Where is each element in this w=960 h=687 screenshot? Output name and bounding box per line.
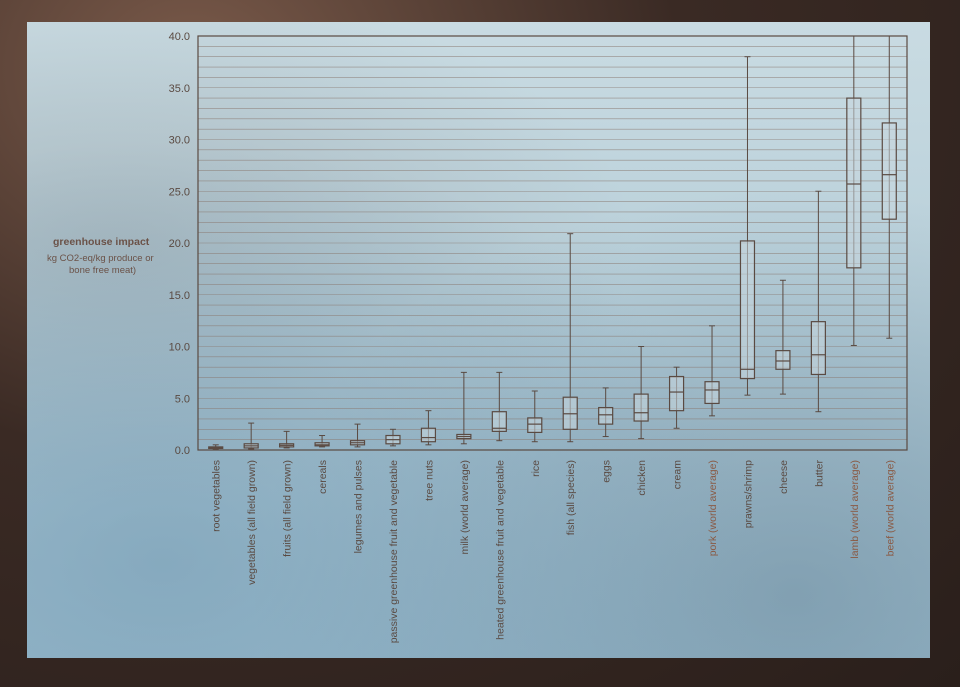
box-iqr: [668, 375, 685, 412]
box-iqr: [633, 393, 649, 422]
box-vegetables-all-field-grown-: [243, 422, 259, 450]
x-tick-label: chicken: [636, 460, 648, 496]
x-tick-label: passive greenhouse fruit and vegetable: [388, 460, 400, 643]
box-prawns-shrimp: [739, 56, 756, 396]
y-tick-label: 20.0: [169, 238, 190, 250]
x-axis-labels: root vegetables vegetables (all field gro…: [211, 460, 897, 644]
box-lamb-world-average-: [846, 35, 862, 346]
x-tick-label: butter: [813, 460, 825, 487]
y-axis-ticks: 0.0 5.0 10.0 15.0 20.0 25.0 30.0 35.0 40.0: [169, 31, 190, 457]
box-iqr: [846, 97, 862, 269]
x-tick-label: milk (world average): [459, 460, 471, 555]
x-tick-label: prawns/shrimp: [742, 460, 754, 528]
box-legumes-and-pulses: [349, 423, 366, 448]
box-butter: [810, 190, 826, 413]
y-tick-label: 35.0: [169, 83, 190, 95]
box-heated-greenhouse-fruit-and-vegetable: [491, 371, 507, 442]
box-chicken: [633, 346, 649, 440]
plot-frame: [197, 35, 908, 451]
x-tick-label: pork (world average): [707, 460, 719, 556]
x-tick-label: rice: [530, 460, 542, 477]
box-iqr: [704, 381, 720, 405]
box-cream: [668, 366, 685, 429]
box-iqr: [598, 406, 614, 425]
box-iqr: [527, 417, 543, 434]
box-root-vegetables: [208, 444, 224, 450]
x-tick-label: fruits (all field grown): [282, 460, 294, 557]
chart-panel: [27, 22, 930, 658]
box-milk-world-average-: [456, 371, 472, 445]
box-pork-world-average-: [704, 325, 720, 417]
y-tick-label: 15.0: [169, 290, 190, 302]
x-tick-label: vegetables (all field grown): [246, 460, 258, 585]
x-tick-label: beef (world average): [884, 460, 896, 556]
box-beef-world-average-: [881, 35, 897, 339]
box-rice: [527, 390, 543, 443]
box-cereals: [314, 435, 330, 448]
y-axis-label: greenhouse impact kg CO2-eq/kg produce o…: [47, 236, 154, 276]
x-tick-label: fish (all species): [565, 460, 577, 535]
y-axis-label-line-2: kg CO2-eq/kg produce or: [47, 253, 154, 264]
x-tick-label: eggs: [601, 460, 613, 483]
box-passive-greenhouse-fruit-and-vegetable: [385, 428, 401, 447]
box-iqr: [775, 350, 791, 370]
grid-lines: [198, 46, 907, 440]
y-tick-label: 30.0: [169, 135, 190, 147]
y-tick-label: 25.0: [169, 186, 190, 198]
box-iqr: [810, 321, 826, 376]
y-axis-label-line-1: greenhouse impact: [53, 236, 150, 248]
x-tick-label: root vegetables: [211, 460, 223, 532]
box-iqr: [491, 411, 507, 432]
x-tick-label: cereals: [317, 460, 329, 494]
y-axis-label-line-3: bone free meat): [69, 265, 136, 276]
x-tick-label: legumes and pulses: [353, 460, 365, 553]
x-tick-label: cream: [672, 460, 684, 489]
y-tick-label: 0.0: [175, 445, 190, 457]
box-cheese: [775, 279, 791, 395]
box-fish-all-species-: [562, 233, 578, 443]
box-tree-nuts: [420, 410, 437, 446]
x-tick-label: lamb (world average): [849, 460, 861, 559]
x-tick-label: heated greenhouse fruit and vegetable: [494, 460, 506, 640]
box-eggs: [598, 387, 614, 438]
x-tick-label: cheese: [778, 460, 790, 494]
box-fruits-all-field-grown-: [279, 430, 295, 449]
box-iqr: [881, 122, 897, 220]
y-tick-label: 10.0: [169, 342, 190, 354]
box-iqr: [739, 240, 756, 380]
box-iqr: [420, 427, 437, 443]
box-series: [208, 35, 897, 450]
y-tick-label: 5.0: [175, 393, 190, 405]
x-tick-label: tree nuts: [423, 460, 435, 501]
y-tick-label: 40.0: [169, 31, 190, 43]
